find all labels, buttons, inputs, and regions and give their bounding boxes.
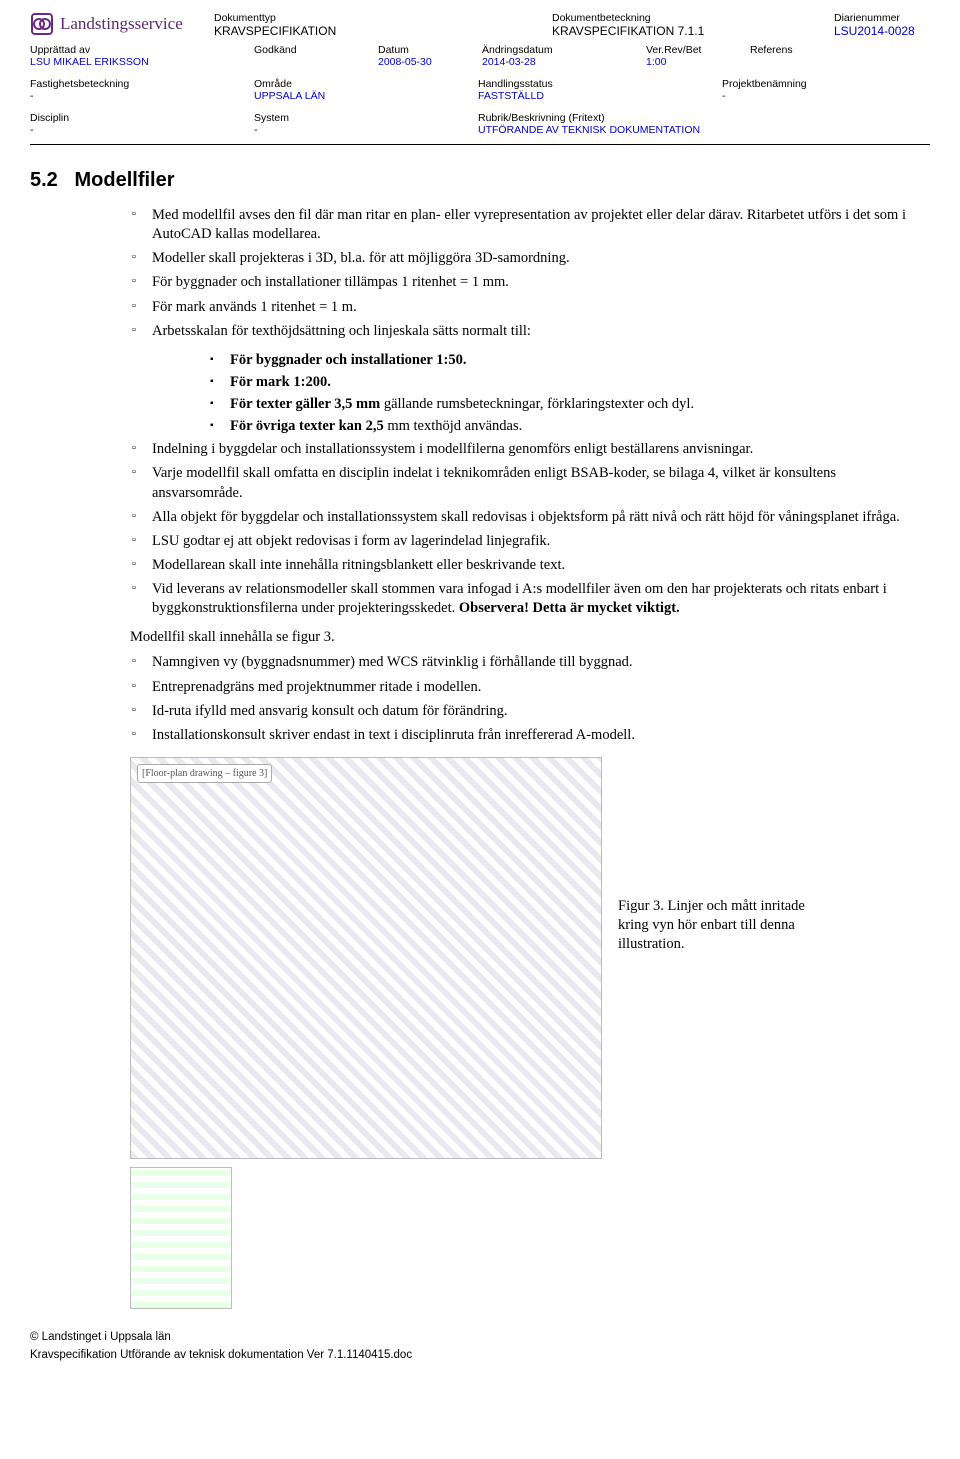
upprattad-value: LSU MIKAEL ERIKSSON xyxy=(30,56,250,68)
list-item: För mark 1:200. xyxy=(210,373,910,392)
list-item: Indelning i byggdelar och installationss… xyxy=(130,440,910,459)
projekt-value: - xyxy=(722,90,922,102)
fastighet-value: - xyxy=(30,90,250,102)
doc-header-row4: Disciplin - System - Rubrik/Beskrivning … xyxy=(30,112,930,136)
bullet-list-c: Namngiven vy (byggnadsnummer) med WCS rä… xyxy=(130,653,910,745)
disciplin-label: Disciplin xyxy=(30,112,250,124)
dokumenttyp-value: KRAVSPECIFIKATION xyxy=(214,24,464,38)
list-item: Entreprenadgräns med projektnummer ritad… xyxy=(130,678,910,697)
list-item: Namngiven vy (byggnadsnummer) med WCS rä… xyxy=(130,653,910,672)
bullet-list-a: Med modellfil avses den fil där man rita… xyxy=(130,206,910,341)
doc-header-row2: Upprättad av LSU MIKAEL ERIKSSON Godkänd… xyxy=(30,44,930,68)
rubrik-value: UTFÖRANDE AV TEKNISK DOKUMENTATION xyxy=(478,124,960,136)
datum-label: Datum xyxy=(378,44,478,56)
list-item: För övriga texter kan 2,5 mm texthöjd an… xyxy=(210,417,910,436)
ver-value: 1:00 xyxy=(646,56,746,68)
org-logo: Landstingsservice xyxy=(30,12,210,36)
dokumenttyp-label: Dokumenttyp xyxy=(214,12,464,24)
system-label: System xyxy=(254,112,474,124)
figure-placeholder-label: [Floor-plan drawing – figure 3] xyxy=(137,764,272,783)
handling-label: Handlingsstatus xyxy=(478,78,718,90)
list-item: Varje modellfil skall omfatta en discipl… xyxy=(130,464,910,502)
list-item: För byggnader och installationer tillämp… xyxy=(130,273,910,292)
list-item: Installationskonsult skriver endast in t… xyxy=(130,726,910,745)
list-item: LSU godtar ej att objekt redovisas i for… xyxy=(130,532,910,551)
doc-header-top: Landstingsservice Dokumenttyp KRAVSPECIF… xyxy=(30,12,930,38)
bullet-list-b: Indelning i byggdelar och installationss… xyxy=(130,440,910,618)
list-item: Alla objekt för byggdelar och installati… xyxy=(130,508,910,527)
list-item: Vid leverans av relationsmodeller skall … xyxy=(130,580,910,618)
godkand-label: Godkänd xyxy=(254,44,374,56)
footer-filename: Kravspecifikation Utförande av teknisk d… xyxy=(30,1349,930,1361)
footer-copyright: © Landstinget i Uppsala län xyxy=(30,1331,930,1343)
fastighet-label: Fastighetsbeteckning xyxy=(30,78,250,90)
disciplin-value: - xyxy=(30,124,250,136)
figure-caption: Figur 3. Linjer och mått inritade kring … xyxy=(618,897,838,954)
doc-header-row3: Fastighetsbeteckning - Område UPPSALA LÄ… xyxy=(30,78,930,102)
datum-value: 2008-05-30 xyxy=(378,56,478,68)
projekt-label: Projektbenämning xyxy=(722,78,922,90)
list-item: För mark används 1 ritenhet = 1 m. xyxy=(130,298,910,317)
section-number: 5.2 xyxy=(30,169,58,191)
omrade-label: Område xyxy=(254,78,474,90)
list-item: För byggnader och installationer 1:50. xyxy=(210,351,910,370)
figure-3-image: [Floor-plan drawing – figure 3] xyxy=(130,757,602,1159)
diarienummer-label: Diarienummer xyxy=(834,12,954,24)
rubrik-label: Rubrik/Beskrivning (Fritext) xyxy=(478,112,960,124)
page-footer: © Landstinget i Uppsala län Kravspecifik… xyxy=(30,1331,930,1361)
list-item: Arbetsskalan för texthöjdsättning och li… xyxy=(130,322,910,341)
list-item: För texter gäller 3,5 mm gällande rumsbe… xyxy=(210,395,910,414)
figure-legend-image xyxy=(130,1167,232,1309)
body-content: Med modellfil avses den fil där man rita… xyxy=(130,206,910,1309)
handling-value: FASTSTÄLLD xyxy=(478,90,718,102)
diarienummer-value: LSU2014-0028 xyxy=(834,24,954,38)
andring-value: 2014-03-28 xyxy=(482,56,642,68)
logo-icon xyxy=(30,12,54,36)
section-title-text: Modellfiler xyxy=(74,169,174,191)
system-value: - xyxy=(254,124,474,136)
dokumentbeteckning-value: KRAVSPECIFIKATION 7.1.1 xyxy=(552,24,652,38)
andring-label: Ändringsdatum xyxy=(482,44,642,56)
list-item: Med modellfil avses den fil där man rita… xyxy=(130,206,910,244)
list-item: Modeller skall projekteras i 3D, bl.a. f… xyxy=(130,249,910,268)
header-divider xyxy=(30,144,930,145)
paragraph-lead: Modellfil skall innehålla se figur 3. xyxy=(130,628,910,647)
omrade-value: UPPSALA LÄN xyxy=(254,90,474,102)
sub-bullet-list: För byggnader och installationer 1:50. Fö… xyxy=(210,351,910,437)
list-item: Id-ruta ifylld med ansvarig konsult och … xyxy=(130,702,910,721)
section-heading: 5.2 Modellfiler xyxy=(30,169,930,192)
org-name: Landstingsservice xyxy=(60,14,183,34)
list-item: Modellarean skall inte innehålla ritning… xyxy=(130,556,910,575)
ver-label: Ver.Rev/Bet xyxy=(646,44,746,56)
upprattad-label: Upprättad av xyxy=(30,44,250,56)
referens-label: Referens xyxy=(750,44,910,56)
figure-wrap: [Floor-plan drawing – figure 3] Figur 3.… xyxy=(130,757,910,1309)
dokumentbeteckning-label: Dokumentbeteckning xyxy=(552,12,652,24)
